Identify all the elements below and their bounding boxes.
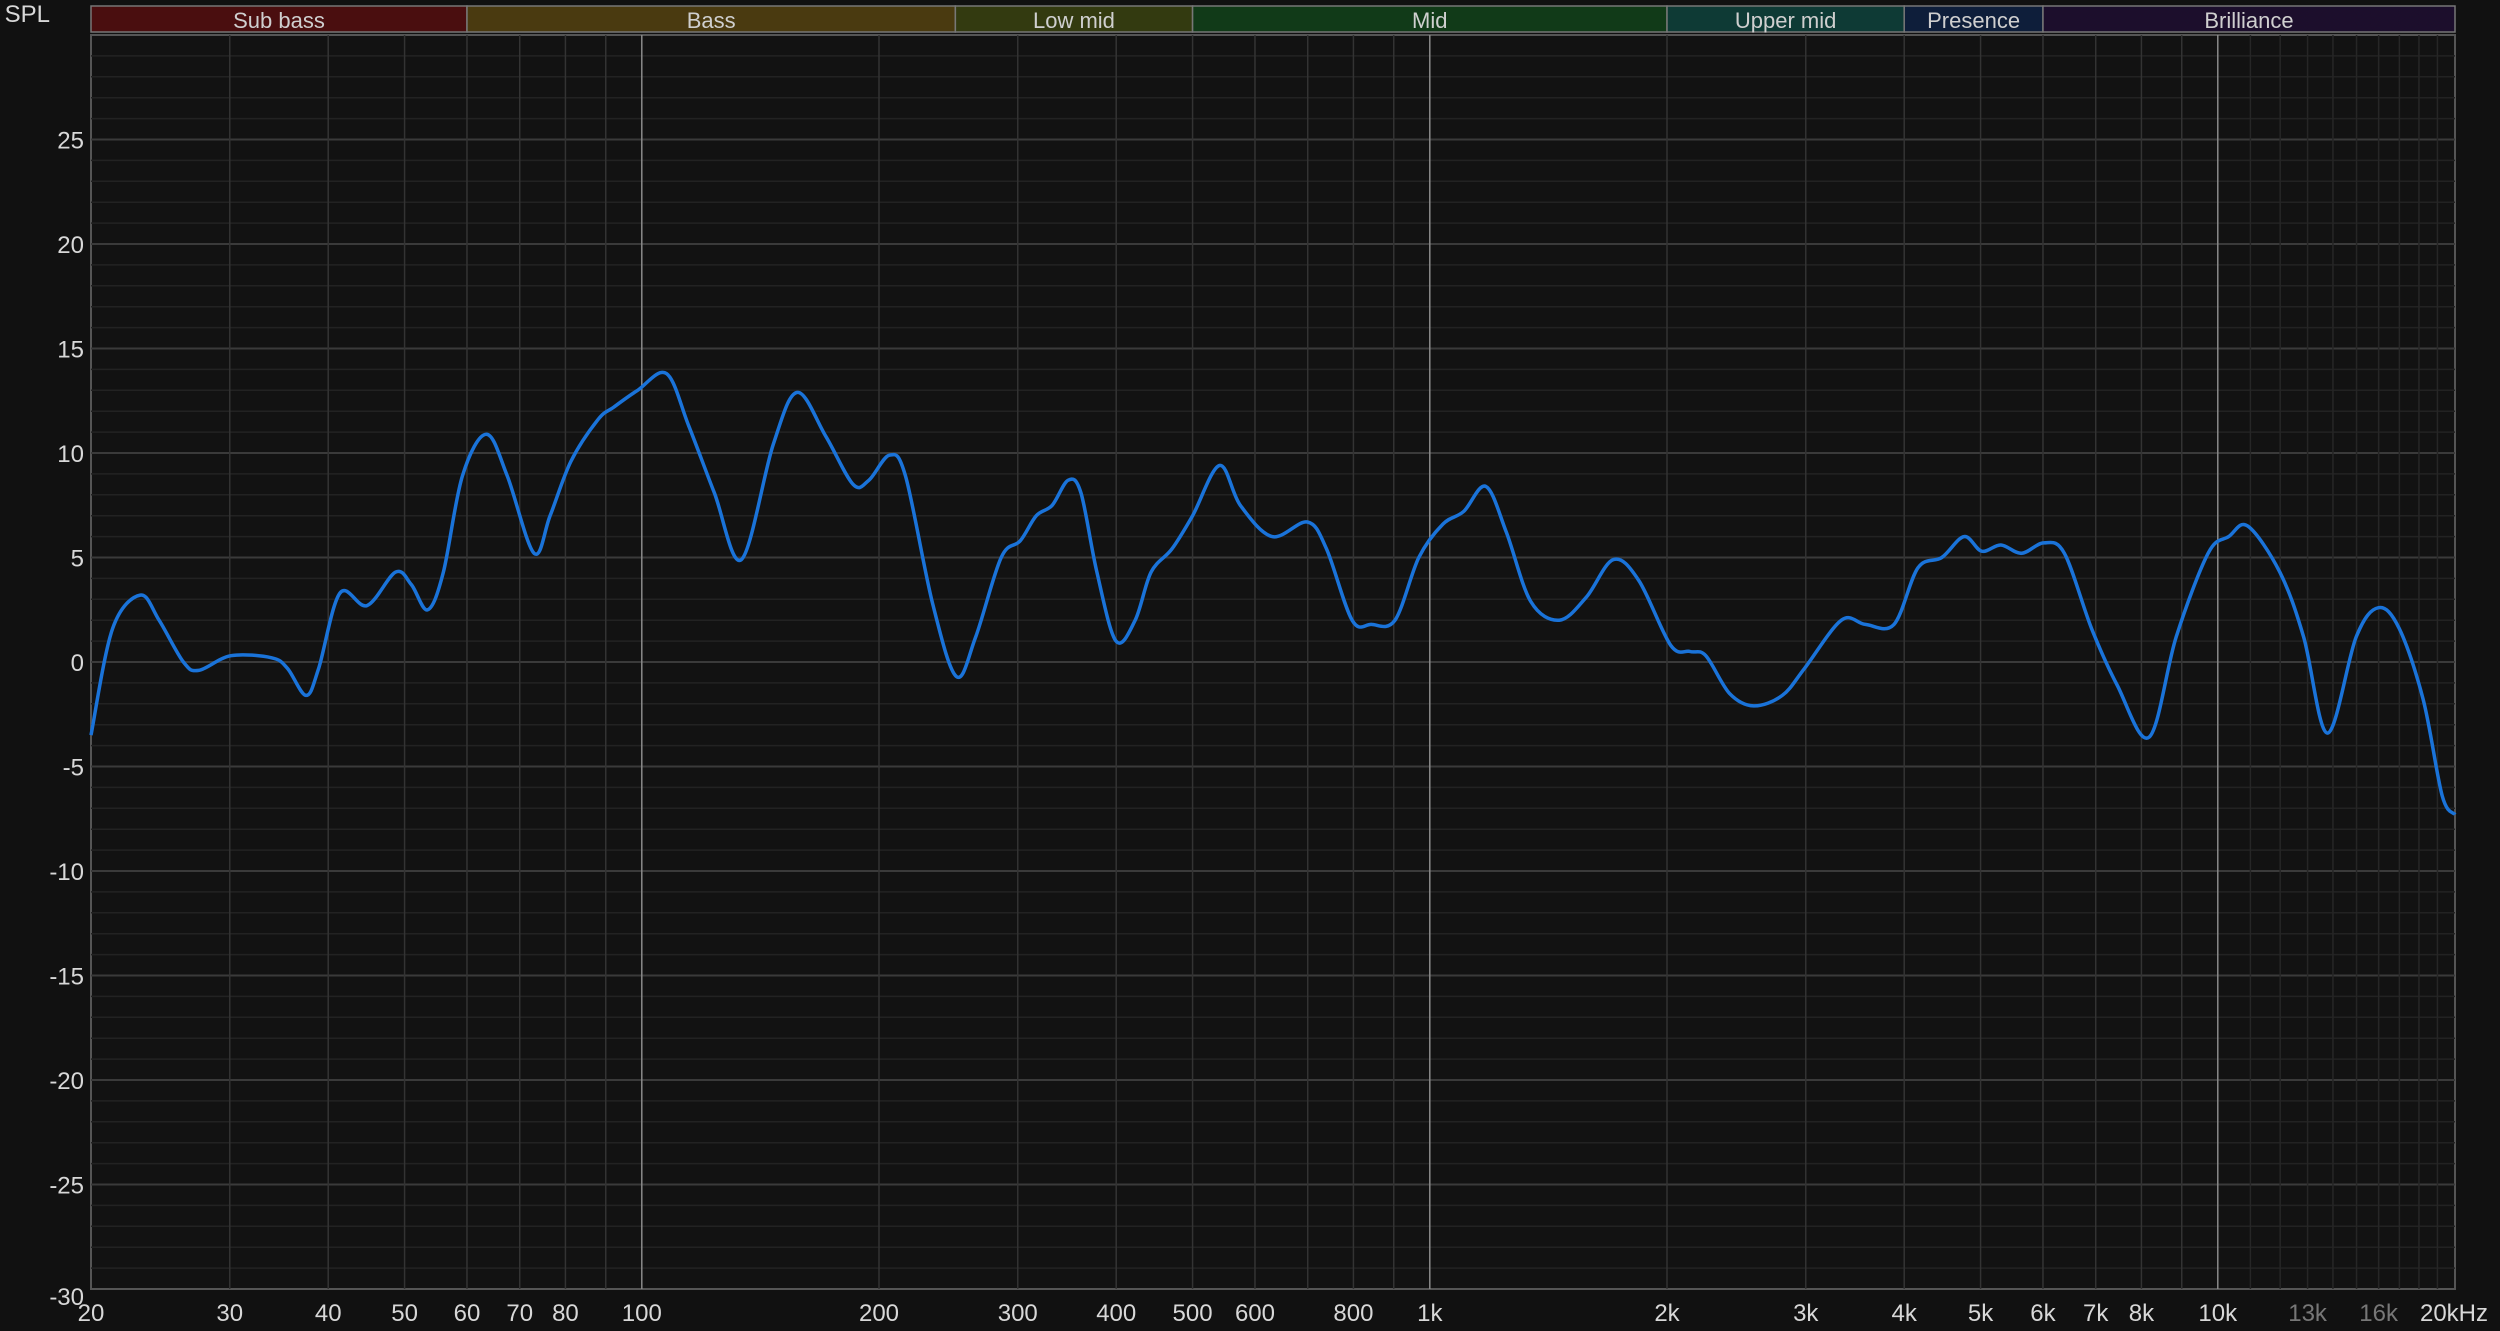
x-tick-label: 4k xyxy=(1892,1300,1918,1327)
band-upper-mid xyxy=(1666,5,1905,33)
band-label: Low mid xyxy=(1033,8,1115,33)
x-tick-label: 7k xyxy=(2083,1300,2109,1327)
y-tick-label: -5 xyxy=(63,755,84,782)
x-tick-label: 1k xyxy=(1417,1300,1443,1327)
band-presence xyxy=(1903,5,2044,33)
x-tick-label: 70 xyxy=(506,1300,533,1327)
band-low-mid xyxy=(954,5,1194,33)
x-tick-label: 50 xyxy=(391,1300,418,1327)
band-label: Brilliance xyxy=(2204,8,2293,33)
band-sub-bass xyxy=(90,5,468,33)
grid xyxy=(91,35,2455,1289)
y-tick-label: -30 xyxy=(49,1284,84,1311)
x-tick-label: 13k xyxy=(2288,1300,2328,1327)
x-tick-label: 20kHz xyxy=(2420,1300,2488,1327)
y-tick-label: 10 xyxy=(57,441,84,468)
y-tick-labels: 25 20 15 10 5 0 -5 -10 -15 -20 -25 -30 xyxy=(49,128,84,1312)
x-tick-label: 80 xyxy=(552,1300,579,1327)
frequency-bands: Sub bass Bass Low mid Mid Upper mid Presence B… xyxy=(90,5,2456,33)
band-bass xyxy=(466,5,957,33)
x-tick-label: 400 xyxy=(1096,1300,1136,1327)
x-tick-label: 10k xyxy=(2198,1300,2238,1327)
x-tick-label: 8k xyxy=(2129,1300,2155,1327)
x-tick-label: 200 xyxy=(859,1300,899,1327)
y-tick-label: 5 xyxy=(71,546,84,573)
y-tick-label: -25 xyxy=(49,1173,84,1200)
band-label: Presence xyxy=(1927,8,2020,33)
x-tick-label: 800 xyxy=(1333,1300,1373,1327)
x-tick-label: 600 xyxy=(1235,1300,1275,1327)
y-tick-label: -10 xyxy=(49,859,84,886)
band-label: Bass xyxy=(687,8,736,33)
x-tick-label: 6k xyxy=(2030,1300,2056,1327)
y-axis-label: SPL xyxy=(5,1,50,28)
x-tick-label: 20 xyxy=(78,1300,105,1327)
x-tick-label: 16k xyxy=(2359,1300,2399,1327)
response-curve-0 xyxy=(89,370,2457,816)
y-tick-label: 20 xyxy=(57,232,84,259)
y-tick-label: 0 xyxy=(71,650,84,677)
x-tick-label: 300 xyxy=(998,1300,1038,1327)
band-brilliance xyxy=(2042,5,2456,33)
y-tick-label: -20 xyxy=(49,1068,84,1095)
band-label: Mid xyxy=(1412,8,1447,33)
x-tick-label: 40 xyxy=(315,1300,342,1327)
x-tick-label: 30 xyxy=(216,1300,243,1327)
band-label: Upper mid xyxy=(1735,8,1836,33)
x-tick-label: 2k xyxy=(1654,1300,1680,1327)
y-tick-label: -15 xyxy=(49,964,84,991)
y-tick-label: 25 xyxy=(57,128,84,155)
y-tick-label: 15 xyxy=(57,337,84,364)
x-tick-label: 100 xyxy=(622,1300,662,1327)
band-label: Sub bass xyxy=(233,8,325,33)
x-tick-label: 500 xyxy=(1173,1300,1213,1327)
x-tick-label: 5k xyxy=(1968,1300,1994,1327)
x-tick-label: 60 xyxy=(454,1300,481,1327)
series-layer xyxy=(89,370,2457,816)
x-tick-labels: 20 30 40 50 60 70 80 100 200 300 400 500 600 800 1k 2k 3… xyxy=(78,1300,2488,1327)
x-tick-label: 3k xyxy=(1793,1300,1819,1327)
